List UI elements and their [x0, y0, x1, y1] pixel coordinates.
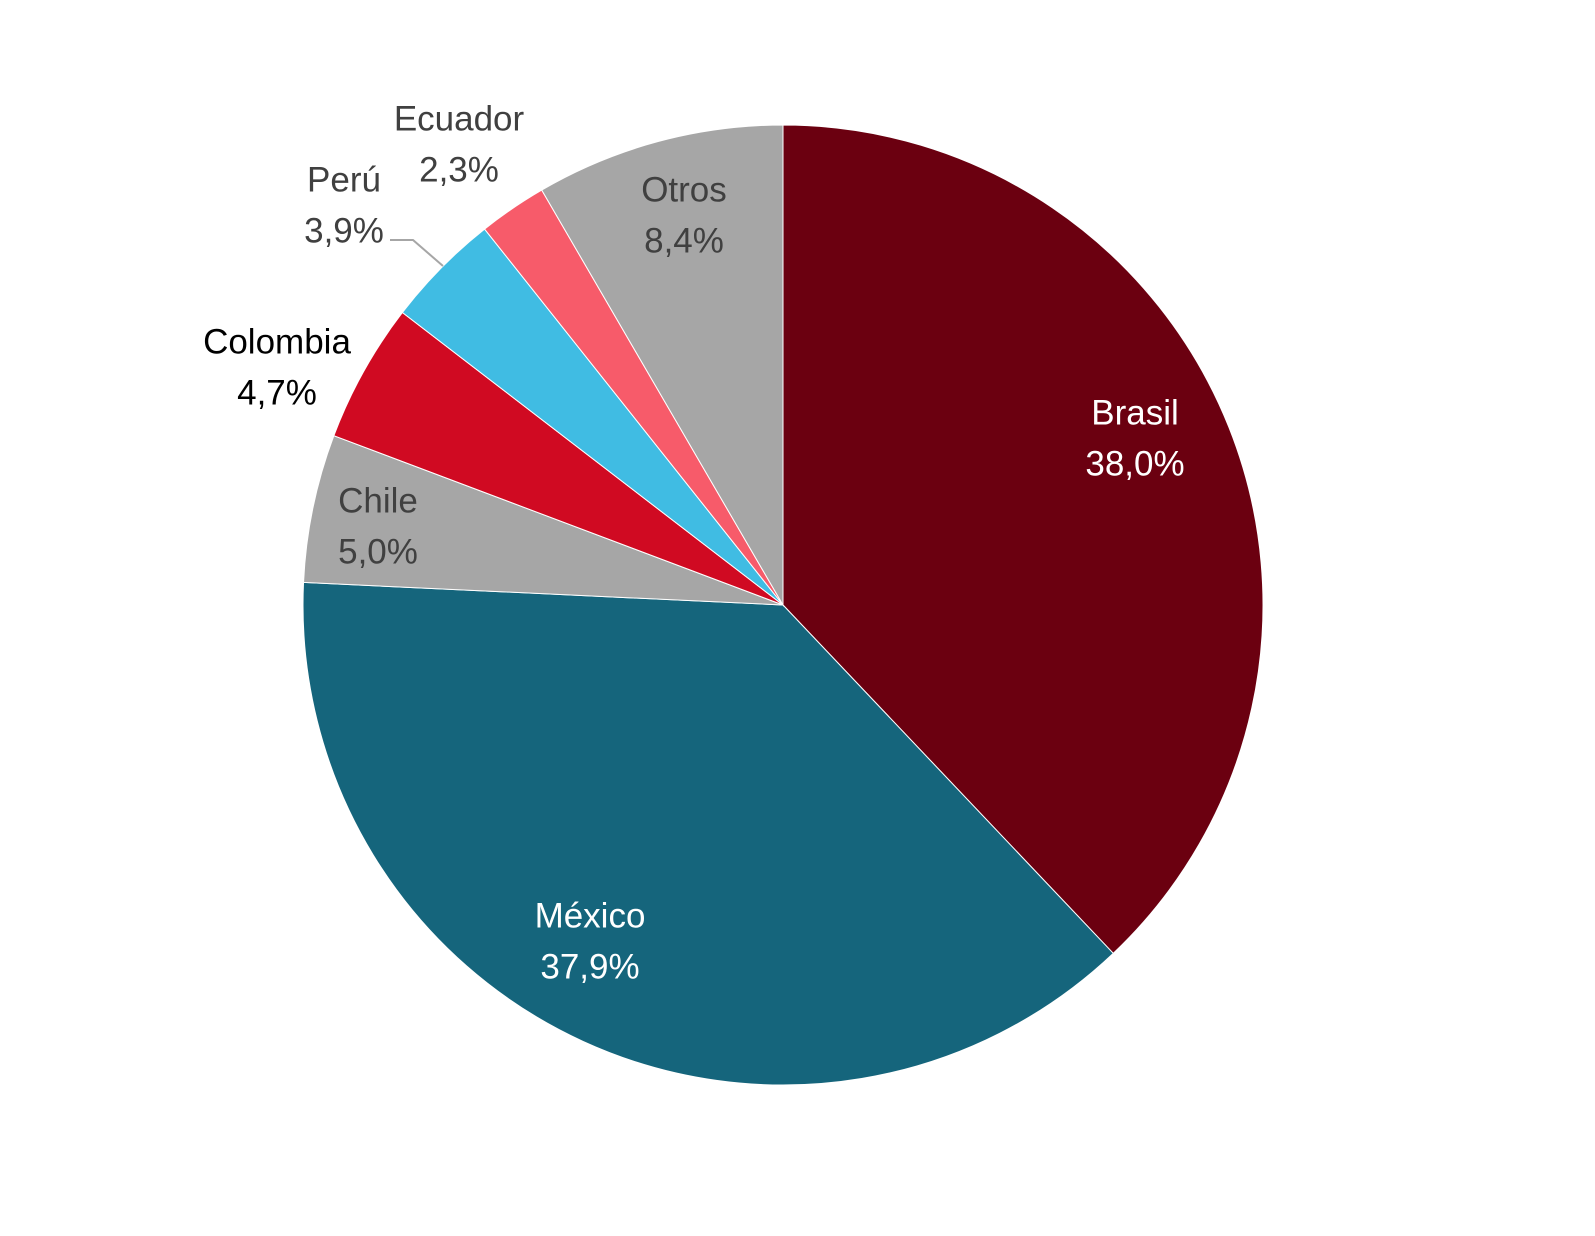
slice-name-label: Chile [338, 481, 418, 520]
slice-label-colombia: Colombia 4,7% [203, 322, 351, 412]
labels-layer: Brasil 38,0% México 37,9% Chile 5,0% Colombia 4… [203, 99, 1185, 986]
slice-name-label: Ecuador [394, 99, 525, 138]
slice-value-label: 37,9% [540, 947, 639, 986]
pie-slice-chile [303, 435, 784, 606]
pie-slice-mexico [302, 581, 1114, 1086]
slice-value-label: 5,0% [338, 532, 418, 571]
slices-layer [302, 124, 1264, 1086]
slice-name-label: Otros [641, 170, 727, 209]
slice-label-ecuador: Ecuador 2,3% [394, 99, 525, 189]
slice-name-label: Colombia [203, 322, 351, 361]
slice-name-label: México [535, 896, 646, 935]
slice-value-label: 3,9% [304, 211, 384, 250]
slice-name-label: Brasil [1091, 393, 1179, 432]
slice-label-mexico: México 37,9% [535, 896, 646, 986]
slice-label-brasil: Brasil 38,0% [1085, 393, 1184, 483]
slice-label-peru: Perú 3,9% [304, 160, 384, 250]
slice-value-label: 38,0% [1085, 444, 1184, 483]
pie-slice-otros [541, 124, 784, 607]
leader-line-peru [390, 239, 444, 267]
slice-value-label: 2,3% [419, 150, 499, 189]
slice-label-otros: Otros 8,4% [641, 170, 727, 260]
slice-value-label: 8,4% [644, 221, 724, 260]
pie-slice-brasil [782, 124, 1264, 955]
slice-name-label: Perú [307, 160, 381, 199]
slice-label-chile: Chile 5,0% [338, 481, 418, 571]
leader-lines-layer [390, 239, 444, 267]
slice-value-label: 4,7% [237, 373, 317, 412]
